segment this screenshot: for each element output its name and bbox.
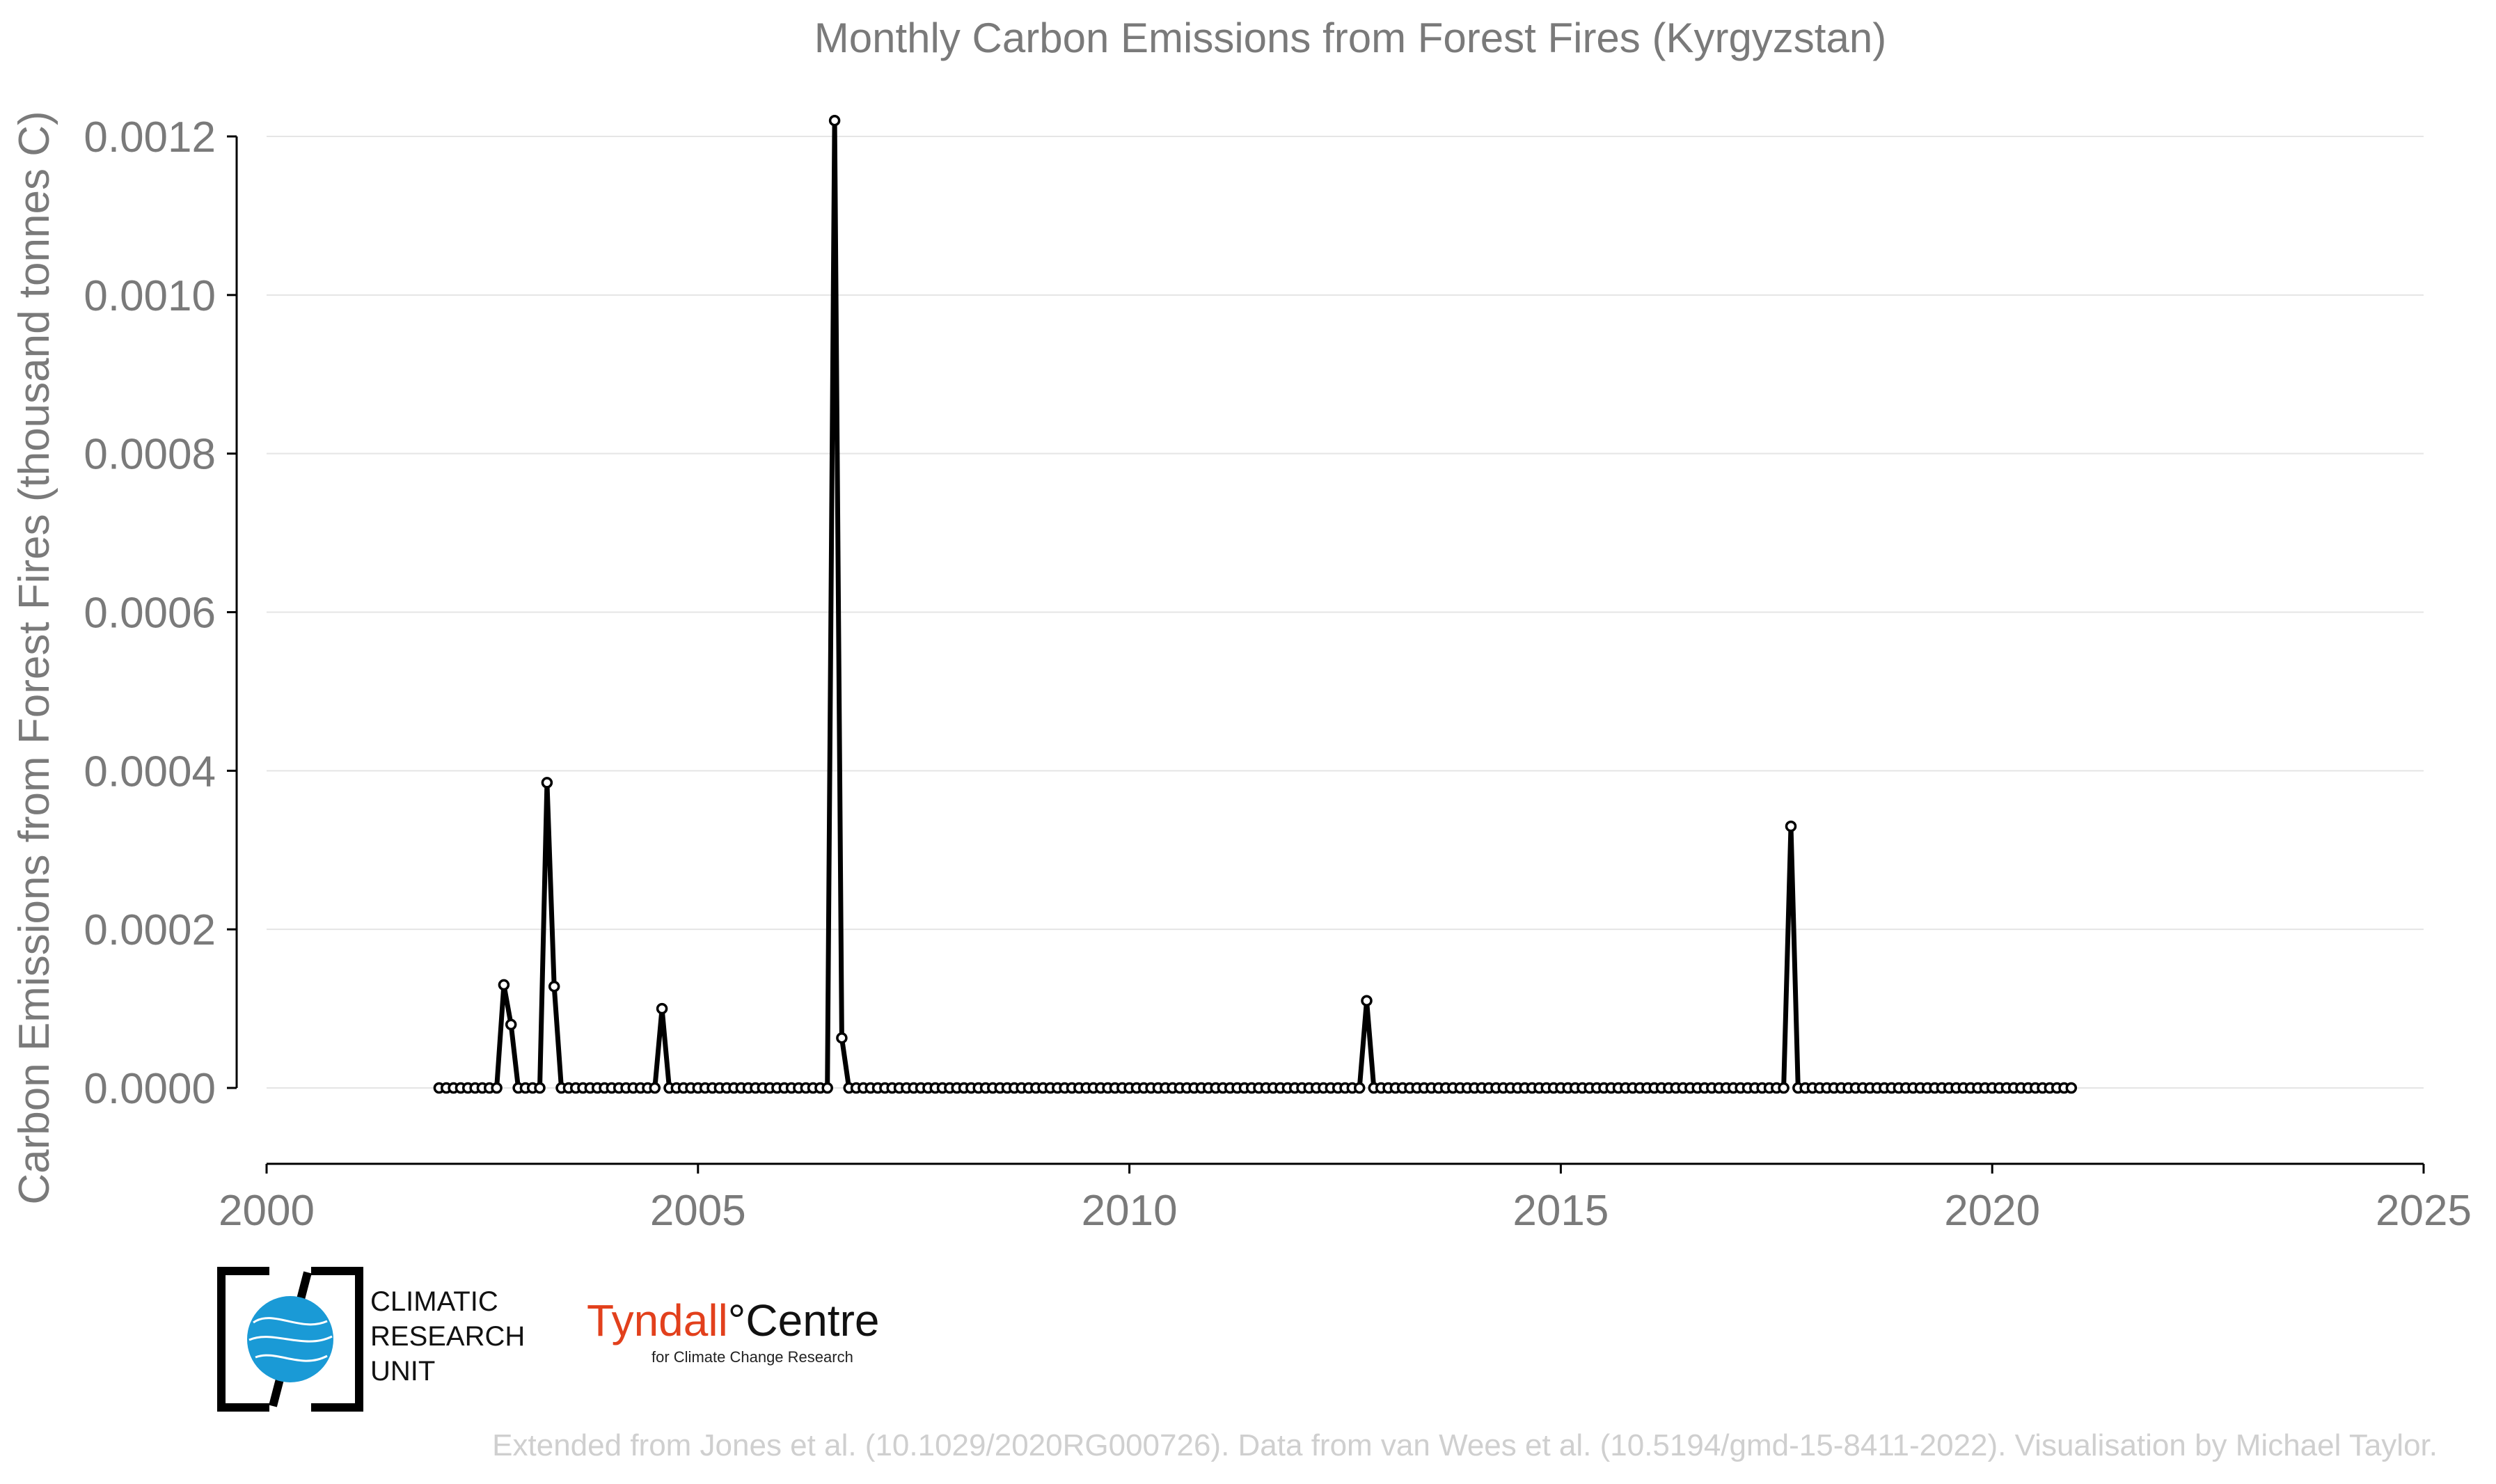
tyndall-degree: ° — [727, 1295, 746, 1345]
data-point — [1361, 995, 1373, 1007]
data-point — [1353, 1082, 1366, 1094]
data-point — [836, 1032, 848, 1044]
cru-logo — [217, 1267, 363, 1412]
data-point — [828, 114, 841, 127]
x-tick-label: 2015 — [1512, 1187, 1609, 1235]
data-point — [498, 979, 510, 991]
cru-bracket-right — [311, 1267, 363, 1412]
credit-line: Extended from Jones et al. (10.1029/2020… — [492, 1428, 2438, 1462]
data-point — [821, 1082, 833, 1094]
data-point — [541, 777, 553, 789]
cru-line-3: UNIT — [370, 1356, 436, 1387]
y-tick-label: 0.0004 — [84, 748, 216, 796]
x-tick-label: 2000 — [219, 1187, 315, 1235]
tyndall-logo: Tyndall°Centre — [587, 1295, 879, 1346]
data-point — [656, 1002, 668, 1015]
y-axis: 0.0000 0.0002 0.0004 0.0006 0.0008 0.0010 0.00… — [84, 113, 238, 1113]
data-point — [649, 1082, 661, 1094]
data-point — [548, 980, 560, 993]
tyndall-centre: Centre — [745, 1295, 880, 1345]
y-tick-label: 0.0008 — [84, 431, 216, 479]
x-tick-label: 2005 — [650, 1187, 746, 1235]
x-tick-label: 2010 — [1082, 1187, 1178, 1235]
cru-line-2: RESEARCH — [370, 1321, 526, 1352]
cru-bracket-left — [217, 1267, 269, 1412]
data-point — [1785, 820, 1797, 832]
y-tick-label: 0.0010 — [84, 272, 216, 320]
data-point — [505, 1018, 517, 1031]
tyndall-subtitle: for Climate Change Research — [651, 1348, 853, 1366]
series-group — [433, 114, 2078, 1094]
x-axis: 2000 2005 2010 2015 2020 2025 — [219, 1162, 2472, 1235]
y-axis-title: Carbon Emissions from Forest Fires (thou… — [10, 111, 58, 1204]
y-tick-label: 0.0002 — [84, 906, 216, 954]
y-tick-label: 0.0000 — [84, 1065, 216, 1113]
chart-title: Monthly Carbon Emissions from Forest Fir… — [814, 15, 1886, 61]
tyndall-word: Tyndall — [587, 1295, 728, 1345]
series-line — [439, 118, 2071, 1091]
grid-lines — [267, 136, 2424, 1089]
data-point — [1778, 1082, 1790, 1094]
x-tick-label: 2020 — [1944, 1187, 2040, 1235]
y-tick-label: 0.0012 — [84, 113, 216, 161]
cru-line-1: CLIMATIC — [370, 1286, 498, 1317]
data-point — [491, 1082, 503, 1094]
x-tick-label: 2025 — [2376, 1187, 2472, 1235]
data-point — [534, 1082, 546, 1094]
data-point — [2065, 1082, 2078, 1094]
globe-swirl — [248, 1317, 333, 1362]
y-tick-label: 0.0006 — [84, 590, 216, 638]
cru-logo-text: CLIMATIC RESEARCH UNIT — [370, 1284, 525, 1389]
